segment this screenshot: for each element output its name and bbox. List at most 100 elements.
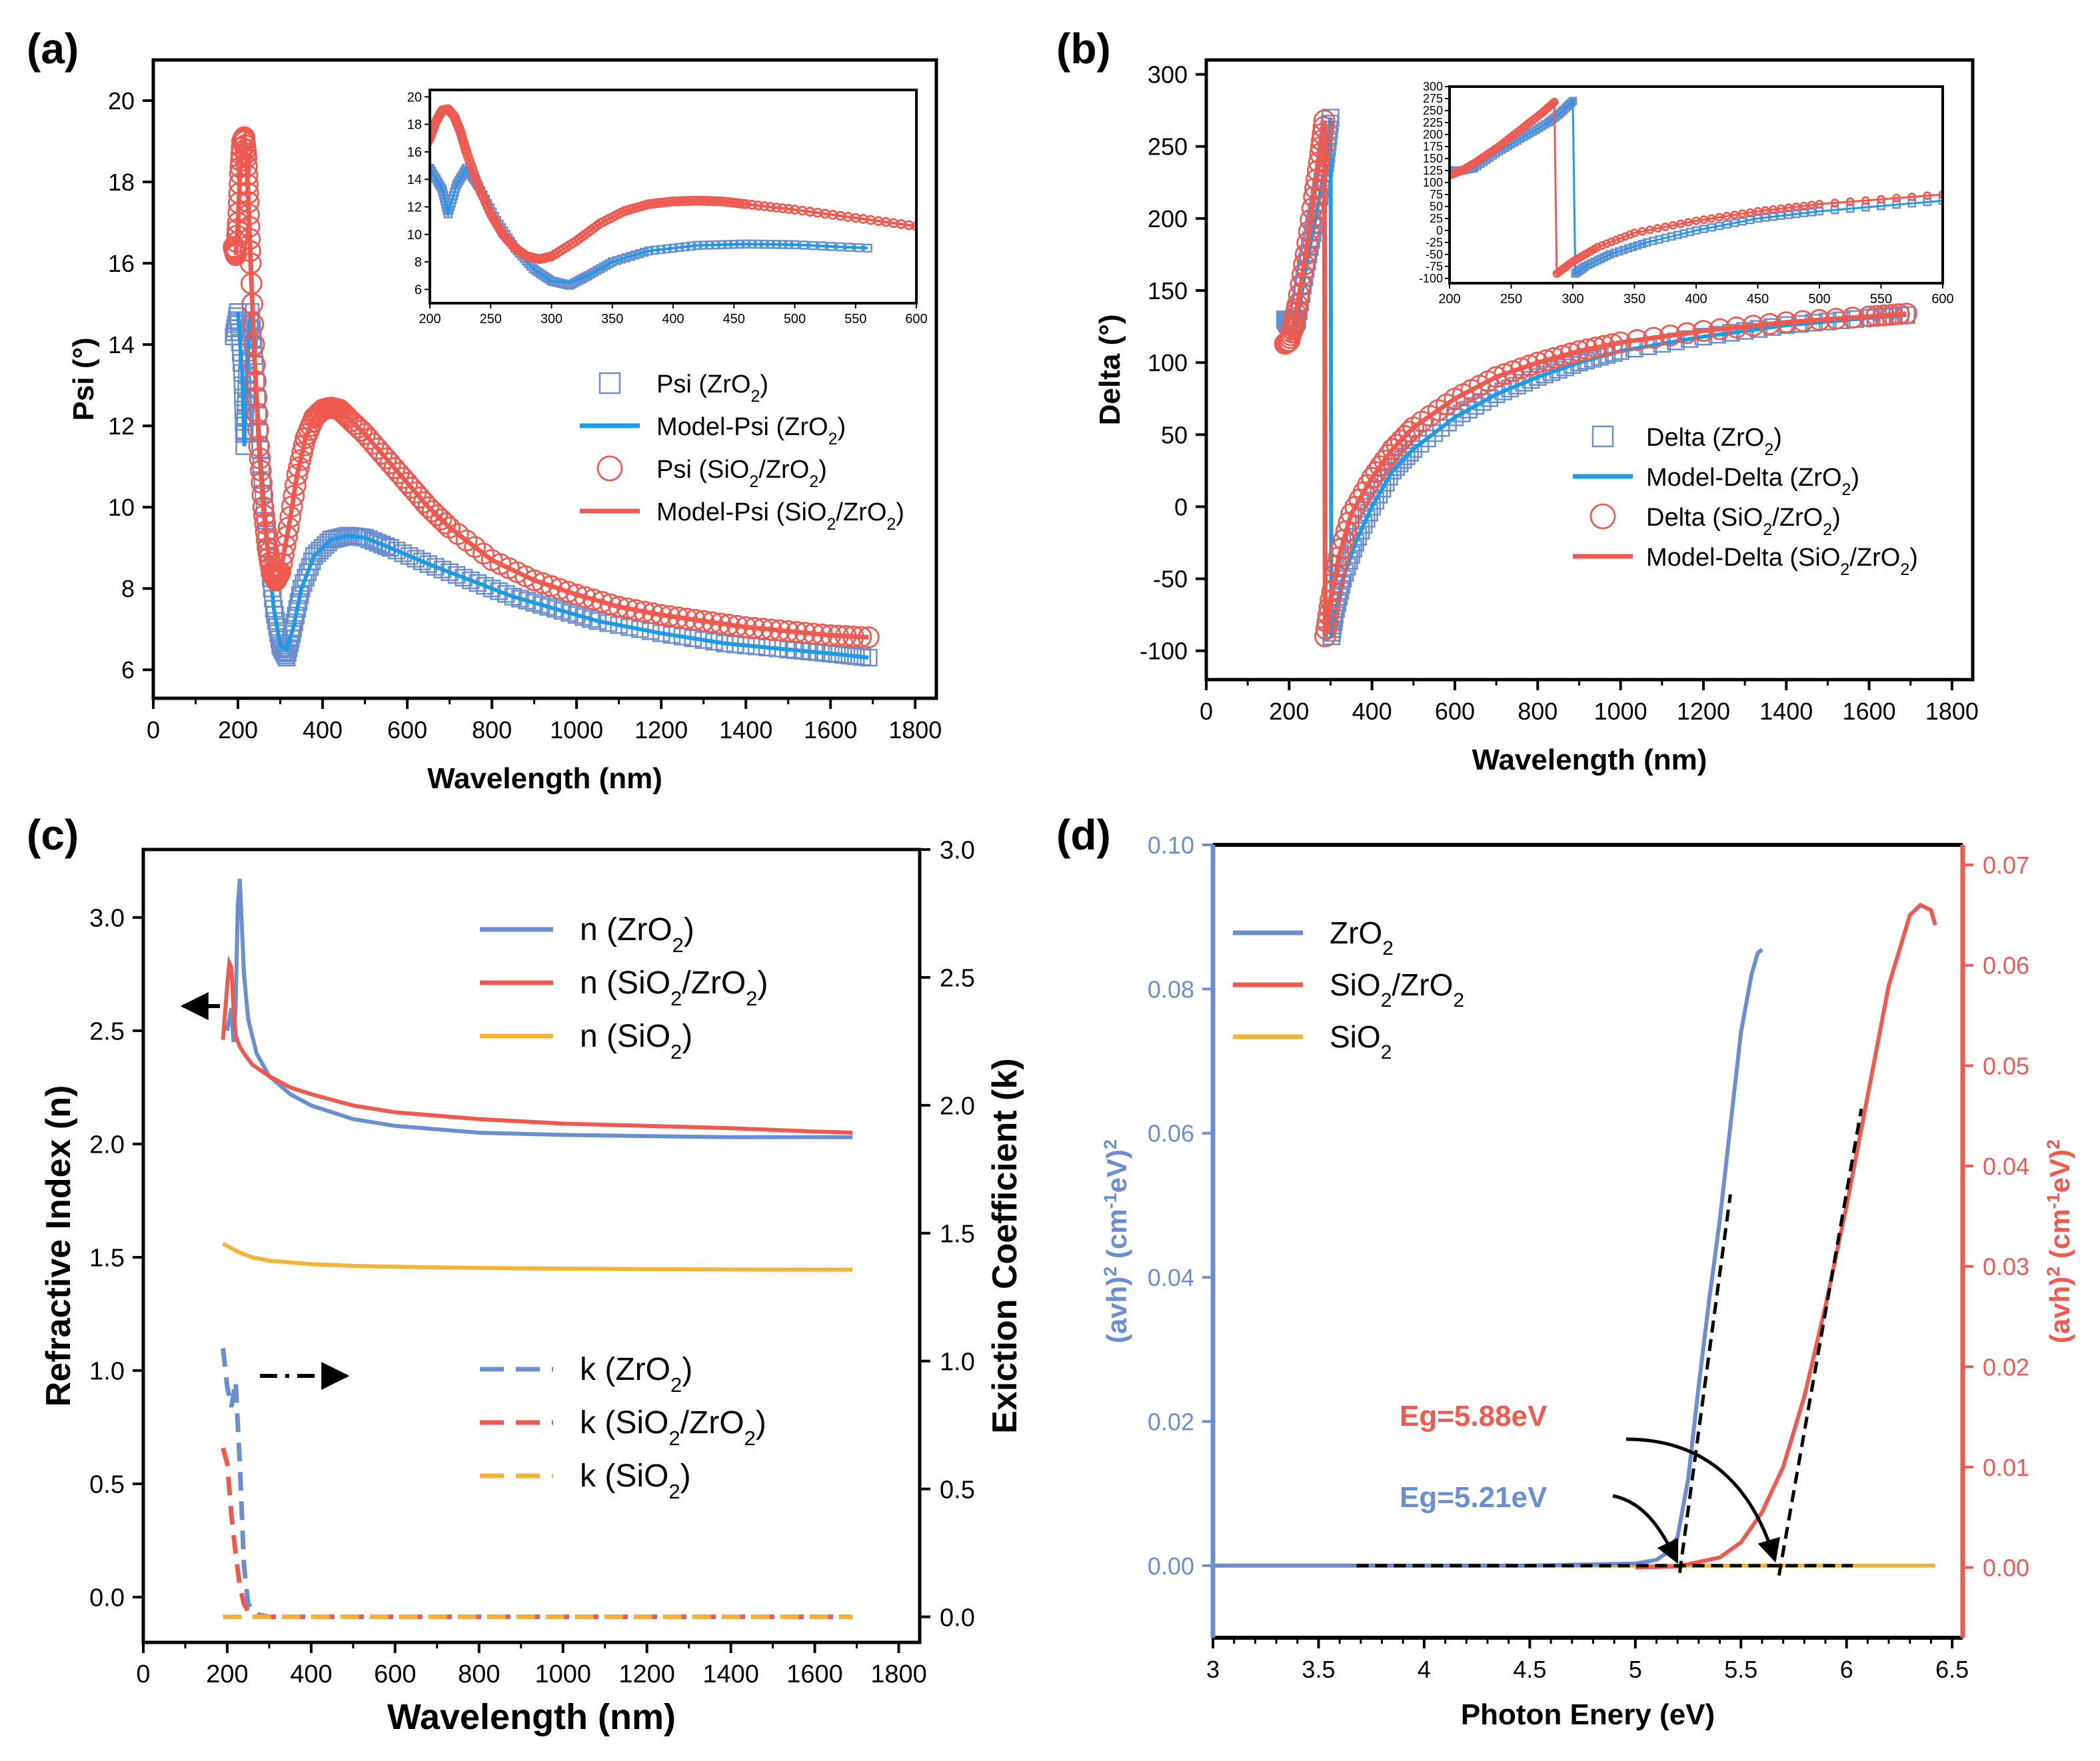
label-part: 2 [749, 472, 758, 491]
inset-point-delta-zro2 [1637, 239, 1647, 249]
data-point-psi-zro2 [574, 608, 592, 626]
label-part: /ZrO [680, 1405, 744, 1441]
x-axis-b-tick-label: 200 [1269, 698, 1309, 725]
inset-y-tick-label: 0 [1436, 224, 1443, 237]
plot-frame [141, 848, 922, 1644]
data-point-delta-sio2-zro2 [1335, 520, 1358, 542]
inset-point-psi-zro2 [422, 168, 429, 175]
inset-x-tick-label: 300 [1562, 292, 1583, 306]
data-point-psi-sio2-zro2 [430, 508, 453, 530]
y-axis-title-left-d: (avh)2 (cm-1eV)2 [1100, 1139, 1132, 1343]
data-point-delta-sio2-zro2 [1390, 429, 1412, 452]
inset-background [1450, 87, 1943, 283]
panel-label-a: (a) [27, 25, 79, 73]
inset-y-tick-label: 16 [407, 145, 422, 160]
y-axis-right-d-tick-label: 0.01 [1983, 1454, 2029, 1481]
y-axis-left-d-tick-label: 0.10 [1148, 832, 1194, 859]
label-part: 2 [886, 515, 896, 534]
y-axis-title-right-c: Exiction Coefficient (k) [986, 1058, 1024, 1433]
series-k-zro2- [221, 1348, 853, 1620]
inset-y-tick-label: 150 [1423, 152, 1443, 165]
legend-label: SiO2/ZrO2 [1330, 967, 1464, 1011]
annotation-eg-sio2-zro2: Eg=5.88eV [1400, 1400, 1548, 1433]
x-axis-b-tick-label: 600 [1435, 698, 1475, 725]
inset-point-delta-zro2 [1624, 244, 1633, 253]
inset-point-delta-zro2 [1615, 247, 1623, 256]
panel-label-d: (d) [1056, 811, 1111, 859]
label-part: 2 [672, 933, 684, 957]
label-part: 2 [1842, 480, 1851, 499]
data-point-psi-sio2-zro2 [332, 402, 354, 424]
inset-x-tick-label: 500 [1808, 292, 1830, 306]
data-point-delta-sio2-zro2 [1386, 434, 1408, 456]
x-axis-a-tick-label: 200 [218, 716, 258, 744]
data-point-psi-zro2 [497, 585, 515, 603]
label-part: eV) [2044, 1149, 2075, 1193]
label-part: ) [682, 1352, 692, 1387]
label-part: 2 [2043, 1267, 2063, 1277]
x-axis-d-tick-label: 3 [1206, 1656, 1220, 1683]
inset-series [422, 104, 916, 290]
label-part: Model-Delta (SiO [1646, 544, 1840, 572]
y-axis-left-d-tick-label: 0.08 [1148, 975, 1194, 1003]
data-point-psi-sio2-zro2 [548, 578, 571, 600]
legend-label: ZrO2 [1330, 915, 1394, 959]
legend-label: n (ZrO2) [580, 912, 694, 957]
label-part: ZrO [1330, 915, 1382, 950]
data-point-delta-zro2 [1542, 363, 1561, 381]
inset-x-tick-label: 250 [480, 312, 502, 326]
data-point-delta-zro2 [1349, 528, 1368, 546]
data-point-psi-sio2-zro2 [421, 500, 444, 522]
legend-label: Model-Psi (SiO2/ZrO2) [656, 498, 904, 534]
inset-x-tick-label: 300 [540, 312, 562, 326]
x-axis-d-tick-label: 3.5 [1302, 1656, 1335, 1683]
x-axis-a-tick-label: 400 [303, 716, 343, 744]
label-part: -1 [1100, 1193, 1120, 1209]
y-axis-b-tick-label: 300 [1148, 61, 1188, 89]
y-axis-right-d-tick-label: 0.03 [1983, 1253, 2029, 1281]
y-axis-right-d-tick-label: 0.07 [1983, 852, 2029, 879]
label-part: k (SiO [580, 1459, 668, 1494]
model-line-delta-sio2-zro2 [1286, 120, 1907, 637]
inset-x-tick-label: 550 [1870, 292, 1892, 306]
x-axis-b-tick-label: 0 [1200, 698, 1213, 725]
data-point-psi-zro2 [381, 538, 399, 557]
label-part: 2 [1100, 1267, 1120, 1277]
x-axis-d-tick-label: 6 [1840, 1656, 1853, 1683]
legend-label: Delta (ZrO2) [1646, 424, 1782, 459]
data-point-delta-sio2-zro2 [1373, 449, 1396, 472]
x-axis-b-tick-label: 400 [1352, 698, 1392, 725]
inset-y-tick-label: 50 [1430, 200, 1443, 213]
data-point-delta-sio2-zro2 [1361, 466, 1384, 489]
inset-x-tick-label: 200 [419, 312, 441, 326]
data-point-psi-zro2 [582, 610, 600, 628]
y-axis-a-tick-label: 20 [108, 87, 135, 115]
label-part: /ZrO [1772, 504, 1823, 532]
inset-point-delta-sio2-zro2 [1597, 241, 1607, 250]
y-axis-left-d-tick-label: 0.04 [1148, 1264, 1194, 1291]
inset-point-delta-sio2-zro2 [1616, 234, 1625, 243]
label-part: ) [1832, 504, 1841, 532]
label-part: n (SiO [580, 965, 670, 1001]
inset-point-delta-zro2 [1610, 249, 1619, 257]
model-line-psi-zro2 [236, 312, 869, 660]
y-axis-a-tick-label: 12 [108, 412, 135, 440]
y-axis-a-tick-label: 10 [108, 494, 135, 521]
label-part: 2 [668, 1427, 680, 1450]
label-part: 2 [1900, 560, 1909, 579]
x-axis-c-tick-label: 1600 [786, 1660, 843, 1688]
x-axis-a-tick-label: 1000 [550, 716, 603, 744]
y-axis-left-d-tick-label: 0.00 [1148, 1552, 1194, 1580]
legend-label: Model-Delta (SiO2/ZrO2) [1646, 544, 1918, 579]
y-axis-right-c-tick-label: 1.0 [940, 1348, 975, 1376]
data-point-delta-sio2-zro2 [1332, 528, 1355, 551]
x-axis-c-tick-label: 400 [290, 1660, 332, 1688]
label-part: 2 [744, 1427, 756, 1450]
inset-point-delta-sio2-zro2 [1625, 230, 1634, 239]
label-part: k (ZrO [580, 1352, 670, 1387]
data-point-delta-zro2 [1536, 365, 1554, 384]
data-point-psi-zro2 [401, 547, 419, 565]
label-part: -1 [2043, 1193, 2063, 1209]
y-axis-b-tick-label: -50 [1153, 566, 1188, 593]
model-line-psi-sio2-zro2 [233, 129, 869, 640]
